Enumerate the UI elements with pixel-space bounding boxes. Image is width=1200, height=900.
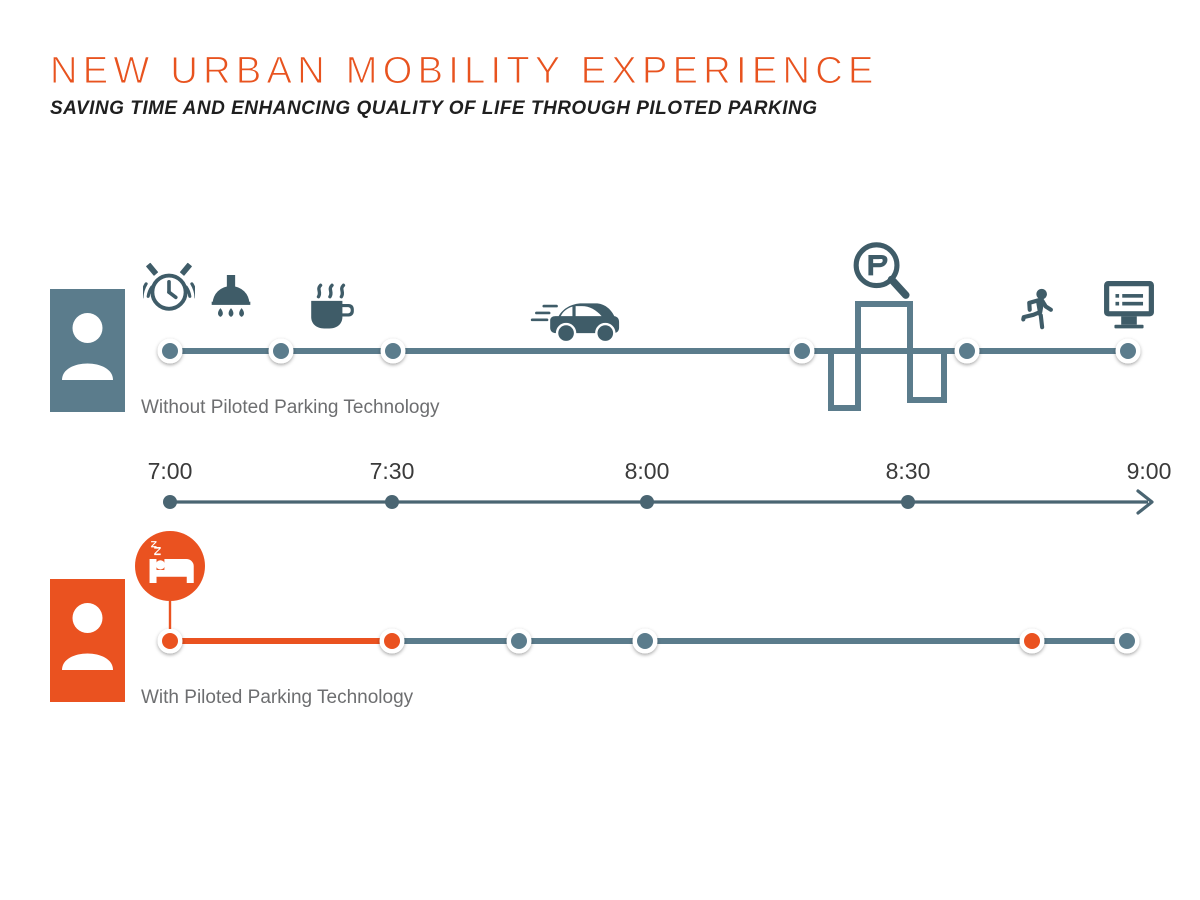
- svg-text:7:30: 7:30: [370, 458, 415, 484]
- svg-text:8:30: 8:30: [886, 458, 931, 484]
- svg-text:Without Piloted Parking Techno: Without Piloted Parking Technology: [141, 397, 440, 418]
- svg-text:9:00: 9:00: [1127, 458, 1172, 484]
- svg-text:7:00: 7:00: [148, 458, 193, 484]
- svg-text:8:00: 8:00: [625, 458, 670, 484]
- svg-text:With Piloted Parking Technolog: With Piloted Parking Technology: [141, 687, 414, 708]
